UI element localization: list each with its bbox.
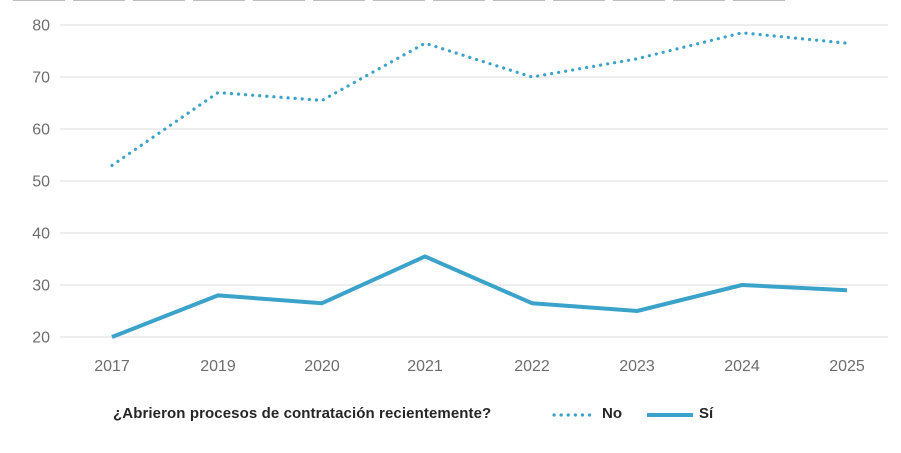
x-tick-label: 2025	[829, 358, 865, 375]
legend-label-no: No	[602, 405, 622, 422]
y-tick-label: 80	[32, 18, 50, 35]
series-line-si	[111, 254, 848, 339]
chart-legend: ¿Abrieron procesos de contratación recie…	[0, 401, 901, 431]
series-line-no	[110, 31, 849, 167]
legend-label-si: Sí	[699, 405, 714, 422]
legend-no-dotted-sample-icon	[552, 413, 598, 417]
x-tick-label: 2022	[514, 358, 550, 375]
x-tick-label: 2020	[304, 358, 340, 375]
y-tick-label: 30	[32, 278, 50, 295]
y-tick-label: 70	[32, 70, 50, 87]
legend-question: ¿Abrieron procesos de contratación recie…	[113, 405, 492, 422]
y-tick-label: 20	[32, 330, 50, 347]
y-tick-label: 50	[32, 174, 50, 191]
legend-si-solid-sample-icon	[647, 413, 693, 417]
x-tick-label: 2019	[200, 358, 236, 375]
y-tick-label: 60	[32, 122, 50, 139]
x-tick-label: 2024	[724, 358, 760, 375]
line-chart-svg: 20 30 40 50 60 70 80 2017 2019 2020 2021 2022 2023 20…	[32, 18, 888, 375]
cropped-top-line	[13, 0, 790, 1]
x-tick-label: 2021	[407, 358, 443, 375]
y-tick-label: 40	[32, 226, 50, 243]
x-tick-label: 2017	[94, 358, 130, 375]
x-tick-label: 2023	[619, 358, 655, 375]
